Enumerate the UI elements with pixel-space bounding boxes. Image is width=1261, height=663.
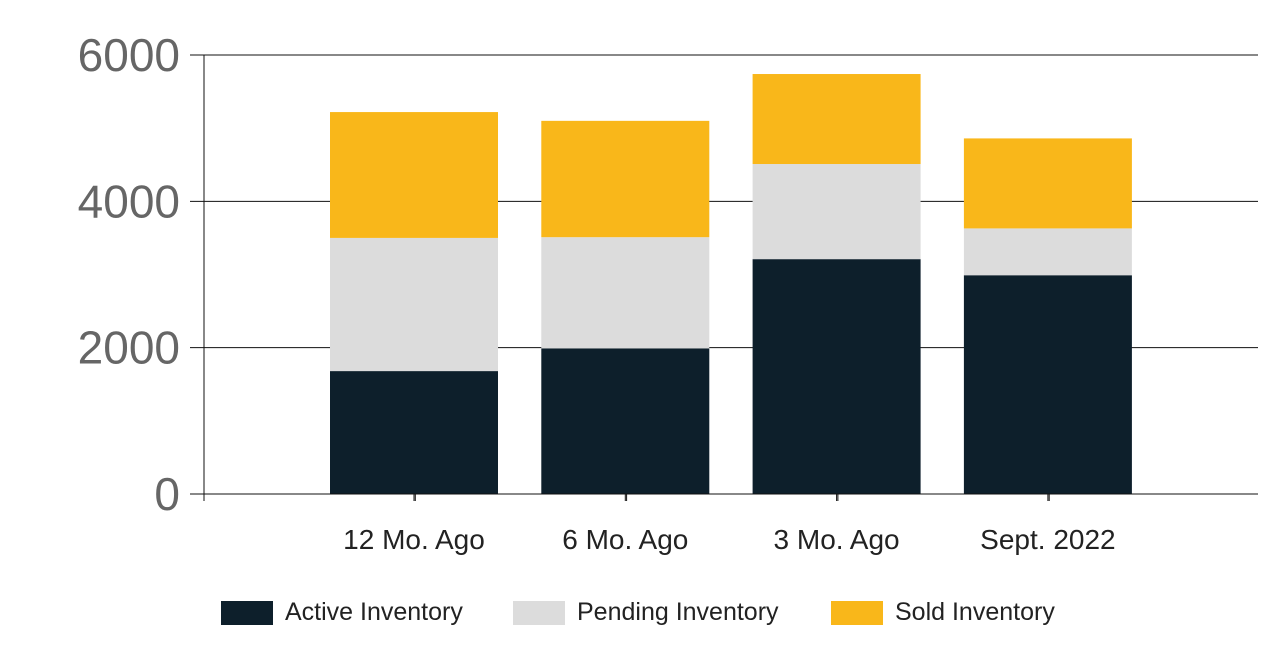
bar-segment-pending-3 bbox=[963, 228, 1132, 276]
bars bbox=[330, 74, 1132, 494]
bar-segment-active-0 bbox=[330, 371, 498, 494]
legend-item-active: Active Inventory bbox=[221, 598, 463, 627]
legend-label-sold: Sold Inventory bbox=[895, 598, 1055, 626]
bar-segment-active-2 bbox=[752, 259, 921, 494]
legend-swatch-active bbox=[221, 600, 273, 625]
bar-segment-sold-1 bbox=[541, 120, 710, 238]
legend-swatch-pending bbox=[513, 600, 565, 625]
bar-segment-active-3 bbox=[963, 275, 1132, 494]
y-tick-label: 6000 bbox=[78, 29, 180, 81]
x-tick-label: Sept. 2022 bbox=[980, 524, 1115, 555]
axes bbox=[190, 55, 1258, 501]
bar-segment-pending-2 bbox=[752, 164, 921, 260]
legend-label-active: Active Inventory bbox=[285, 598, 463, 626]
y-tick-label: 4000 bbox=[78, 175, 180, 227]
bar-segment-sold-3 bbox=[963, 138, 1132, 229]
legend-swatch-sold bbox=[831, 600, 883, 625]
bar-segment-sold-2 bbox=[752, 74, 921, 165]
stacked-bar-chart: 0 2000 4000 6000 12 Mo. Ago 6 Mo. Ago 3 Mo. Ag… bbox=[78, 29, 1258, 555]
x-tick-label: 6 Mo. Ago bbox=[562, 524, 688, 555]
y-tick-label: 2000 bbox=[78, 322, 180, 374]
x-tick-label: 3 Mo. Ago bbox=[774, 524, 900, 555]
tick-labels: 0 2000 4000 6000 12 Mo. Ago 6 Mo. Ago 3 Mo. Ag… bbox=[78, 29, 1116, 555]
legend-label-pending: Pending Inventory bbox=[577, 598, 779, 626]
x-tick-label: 12 Mo. Ago bbox=[343, 524, 485, 555]
bar-segment-pending-0 bbox=[330, 237, 498, 372]
bar-segment-active-1 bbox=[541, 348, 710, 494]
legend-item-sold: Sold Inventory bbox=[831, 598, 1055, 627]
bar-segment-sold-0 bbox=[330, 112, 498, 238]
bar-segment-pending-1 bbox=[541, 237, 710, 349]
legend: Active Inventory Pending Inventory Sold … bbox=[0, 598, 1261, 632]
legend-item-pending: Pending Inventory bbox=[513, 598, 779, 627]
y-tick-label: 0 bbox=[154, 468, 180, 520]
